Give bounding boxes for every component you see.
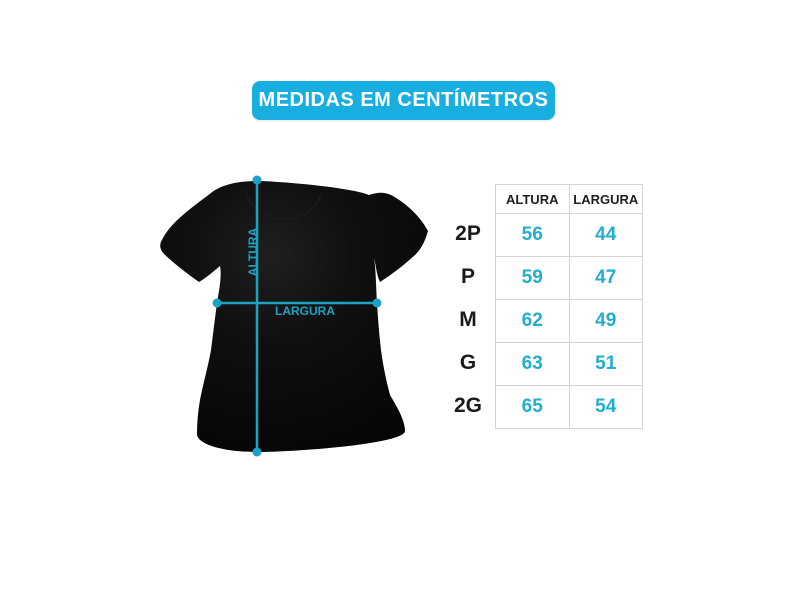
svg-text:ALTURA: ALTURA (246, 227, 260, 276)
svg-text:LARGURA: LARGURA (275, 304, 335, 318)
